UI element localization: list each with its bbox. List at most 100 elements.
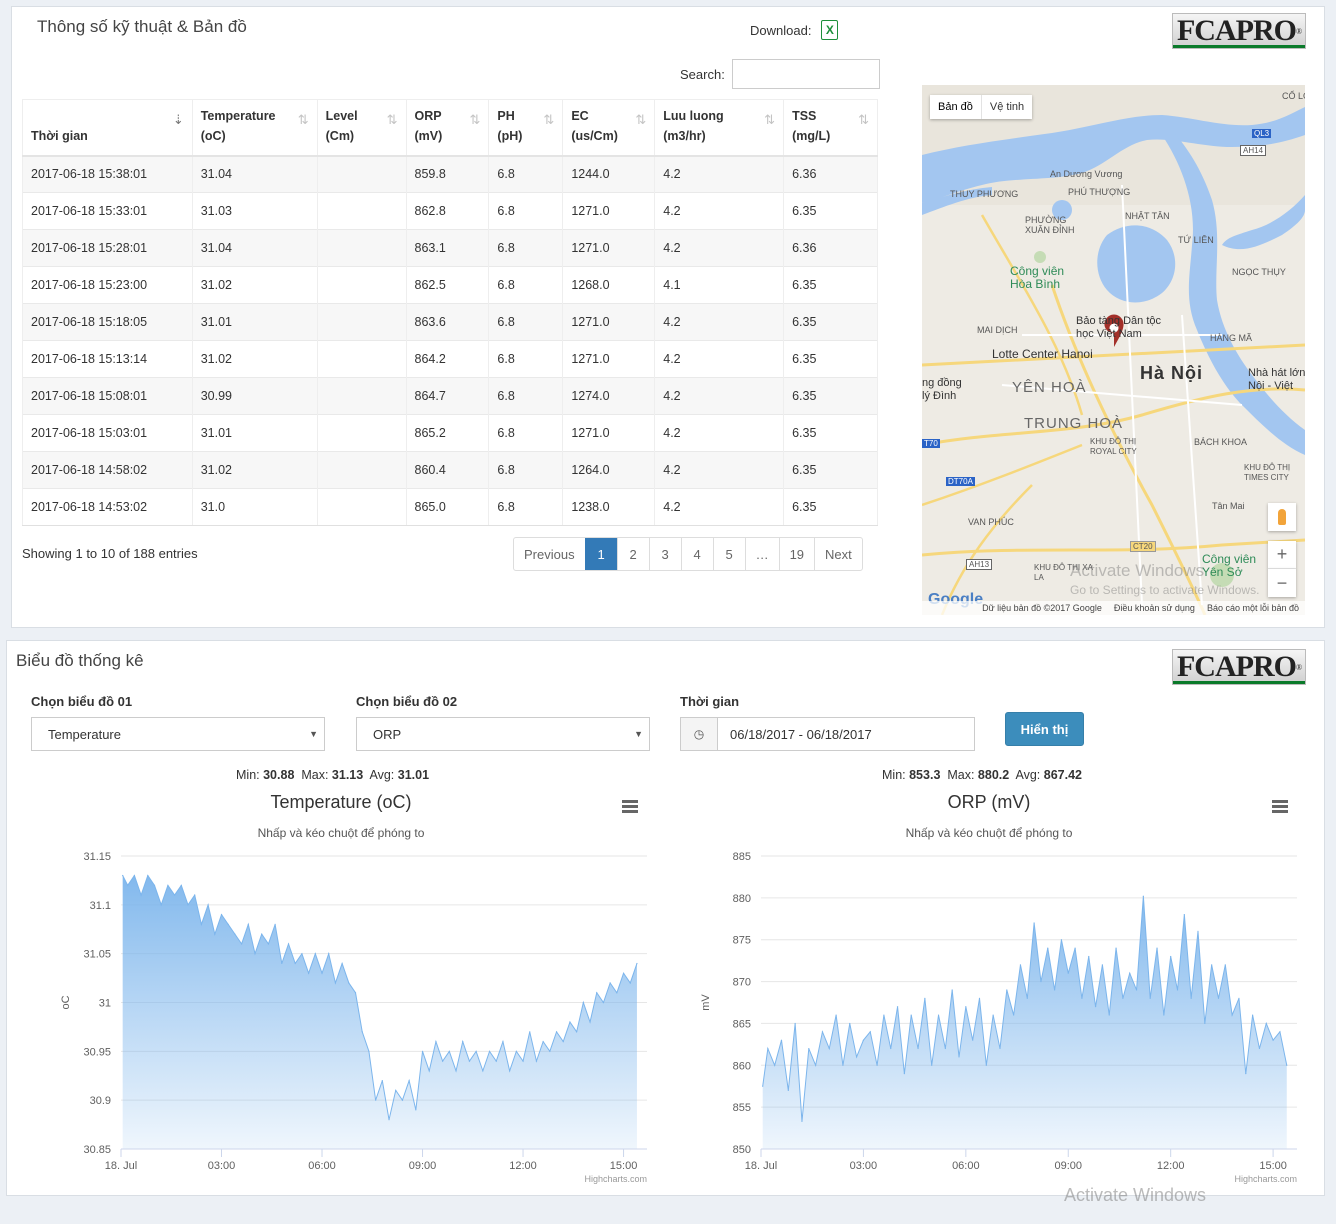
- column-header[interactable]: PH (pH) ⇅: [488, 99, 564, 157]
- data-point: [1115, 947, 1117, 949]
- data-point: [428, 1070, 430, 1072]
- column-header-label: Level: [325, 108, 358, 123]
- zoom-in-button[interactable]: +: [1268, 541, 1296, 569]
- date-range-input[interactable]: ◷ 06/18/2017 - 06/18/2017: [680, 717, 975, 751]
- tab-satellite[interactable]: Vệ tinh: [989, 101, 1025, 113]
- orp-chart[interactable]: ORP (mV) Nhấp và kéo chuột để phóng to 8…: [677, 786, 1301, 1186]
- column-header-unit: (m3/hr): [663, 128, 706, 143]
- map-terms-link[interactable]: Điều khoản sử dụng: [1113, 603, 1195, 613]
- data-point: [569, 1021, 571, 1023]
- temperature-chart-svg: 31.15 31.1 31.05 31 30.95 30.9 30.85 18. Jul 03:…: [60, 851, 647, 1184]
- map-type-tabs: Bản đồ Vệ tinh: [930, 95, 1033, 119]
- show-chart-button[interactable]: Hiển thị: [1005, 712, 1084, 746]
- chevron-down-icon: ▼: [634, 729, 643, 739]
- table-cell: 31.04: [192, 155, 318, 193]
- road-sign-t70: T70: [922, 439, 940, 448]
- data-point: [1047, 947, 1049, 949]
- data-point: [1224, 964, 1226, 966]
- pagination-next[interactable]: Next: [814, 538, 862, 570]
- data-point: [1265, 1022, 1267, 1025]
- table-cell: 6.8: [488, 414, 564, 452]
- data-point: [1026, 997, 1028, 999]
- chart-menu-icon[interactable]: [1272, 800, 1288, 813]
- sort-desc-icon[interactable]: ⇣: [172, 112, 184, 127]
- column-header[interactable]: Temperature (oC) ⇅: [192, 99, 318, 157]
- temperature-chart[interactable]: Temperature (oC) Nhấp và kéo chuột để ph…: [31, 786, 651, 1186]
- data-point: [903, 1073, 905, 1075]
- tab-map[interactable]: Bản đồ: [930, 95, 982, 119]
- column-header[interactable]: Level (Cm) ⇅: [317, 99, 407, 157]
- map-canvas[interactable]: [922, 85, 1305, 615]
- data-point: [167, 884, 169, 886]
- y-tick-label: 31.05: [83, 949, 111, 961]
- table-cell: [317, 192, 407, 230]
- sort-icon[interactable]: ⇅: [297, 112, 309, 127]
- data-point: [774, 1064, 776, 1066]
- chart1-selected: Temperature: [48, 726, 121, 742]
- data-point: [415, 1109, 417, 1111]
- sort-icon[interactable]: ⇅: [543, 112, 555, 127]
- chart1-select[interactable]: Temperature ▼: [31, 717, 325, 751]
- sort-icon[interactable]: ⇅: [635, 112, 647, 127]
- column-header-unit: (us/Cm): [571, 128, 618, 143]
- data-point: [576, 1031, 578, 1033]
- data-point: [883, 1014, 885, 1016]
- pagination-page[interactable]: 3: [648, 538, 681, 570]
- map-label-park-yen-so: Công viên Yên Sở: [1202, 552, 1257, 579]
- chevron-down-icon: ▼: [309, 729, 318, 739]
- map-label-tan-mai: Tân Mai: [1212, 501, 1245, 511]
- data-point: [876, 1064, 878, 1066]
- table-cell: 30.99: [192, 377, 318, 415]
- table-cell: 6.8: [488, 377, 564, 415]
- download-area: Download: X: [750, 20, 839, 40]
- data-point: [1149, 997, 1151, 999]
- pagination-page[interactable]: 19: [778, 538, 814, 570]
- table-search: Search:: [680, 59, 880, 89]
- data-point: [462, 1040, 464, 1043]
- column-header[interactable]: TSS (mg/L) ⇅: [783, 99, 878, 157]
- google-map[interactable]: Bản đồ Vệ tinh CỔ LOA An Dương Vương THU…: [922, 85, 1305, 615]
- data-point: [917, 1047, 919, 1050]
- pagination-page[interactable]: 5: [712, 538, 745, 570]
- table-row: 2017-06-18 15:28:01 31.04 863.1 6.8 1271.0 4.…: [22, 229, 878, 267]
- y-tick-label: 885: [733, 851, 751, 863]
- sort-icon[interactable]: ⇅: [469, 112, 481, 127]
- logo-text: FCAPRO: [1176, 650, 1297, 683]
- windows-watermark-subtitle: Go to Settings to activate Windows.: [1070, 583, 1260, 597]
- pagination-page[interactable]: 4: [680, 538, 713, 570]
- search-input[interactable]: [731, 59, 880, 89]
- pagination-previous[interactable]: Previous: [524, 546, 575, 562]
- data-point: [622, 972, 625, 974]
- chart-title: Temperature (oC): [270, 792, 412, 812]
- road-sign-ql3: QL3: [1252, 129, 1272, 138]
- sort-icon[interactable]: ⇅: [764, 112, 776, 127]
- table-cell: 862.5: [406, 266, 490, 304]
- map-label-nha-hat: Nhà hát lớn Nội - Việt: [1248, 367, 1305, 392]
- data-point: [794, 1022, 796, 1025]
- sort-icon[interactable]: ⇅: [386, 112, 398, 127]
- data-point: [1252, 1014, 1254, 1016]
- excel-download-icon[interactable]: X: [821, 20, 839, 40]
- logo-mark: ®: [1295, 662, 1302, 672]
- zoom-out-button[interactable]: −: [1268, 569, 1296, 597]
- stat-min-label: Min:: [882, 768, 906, 782]
- column-header[interactable]: Luu luong (m3/hr) ⇅: [654, 99, 785, 157]
- data-point: [241, 943, 243, 945]
- series-area: [762, 896, 1287, 1149]
- map-report-link[interactable]: Báo cáo một lỗi bản đồ: [1206, 603, 1299, 613]
- street-view-pegman-icon[interactable]: [1268, 503, 1296, 531]
- column-header[interactable]: EC (us/Cm) ⇅: [562, 99, 656, 157]
- pagination-page[interactable]: …: [744, 538, 779, 570]
- map-label-nhat-tan: NHẬT TÂN: [1125, 211, 1170, 221]
- chart2-select[interactable]: ORP ▼: [356, 717, 650, 751]
- column-header[interactable]: ORP (mV) ⇅: [406, 99, 490, 157]
- data-point: [301, 953, 303, 955]
- sort-icon[interactable]: ⇅: [858, 112, 869, 127]
- data-point: [368, 1050, 370, 1052]
- chart-menu-icon[interactable]: [622, 800, 638, 813]
- data-point: [958, 1056, 960, 1058]
- pagination-page[interactable]: 1: [584, 538, 617, 570]
- column-header[interactable]: Thời gian ⇣: [22, 99, 193, 157]
- pagination-page[interactable]: 2: [616, 538, 649, 570]
- table-cell: 4.2: [654, 155, 785, 193]
